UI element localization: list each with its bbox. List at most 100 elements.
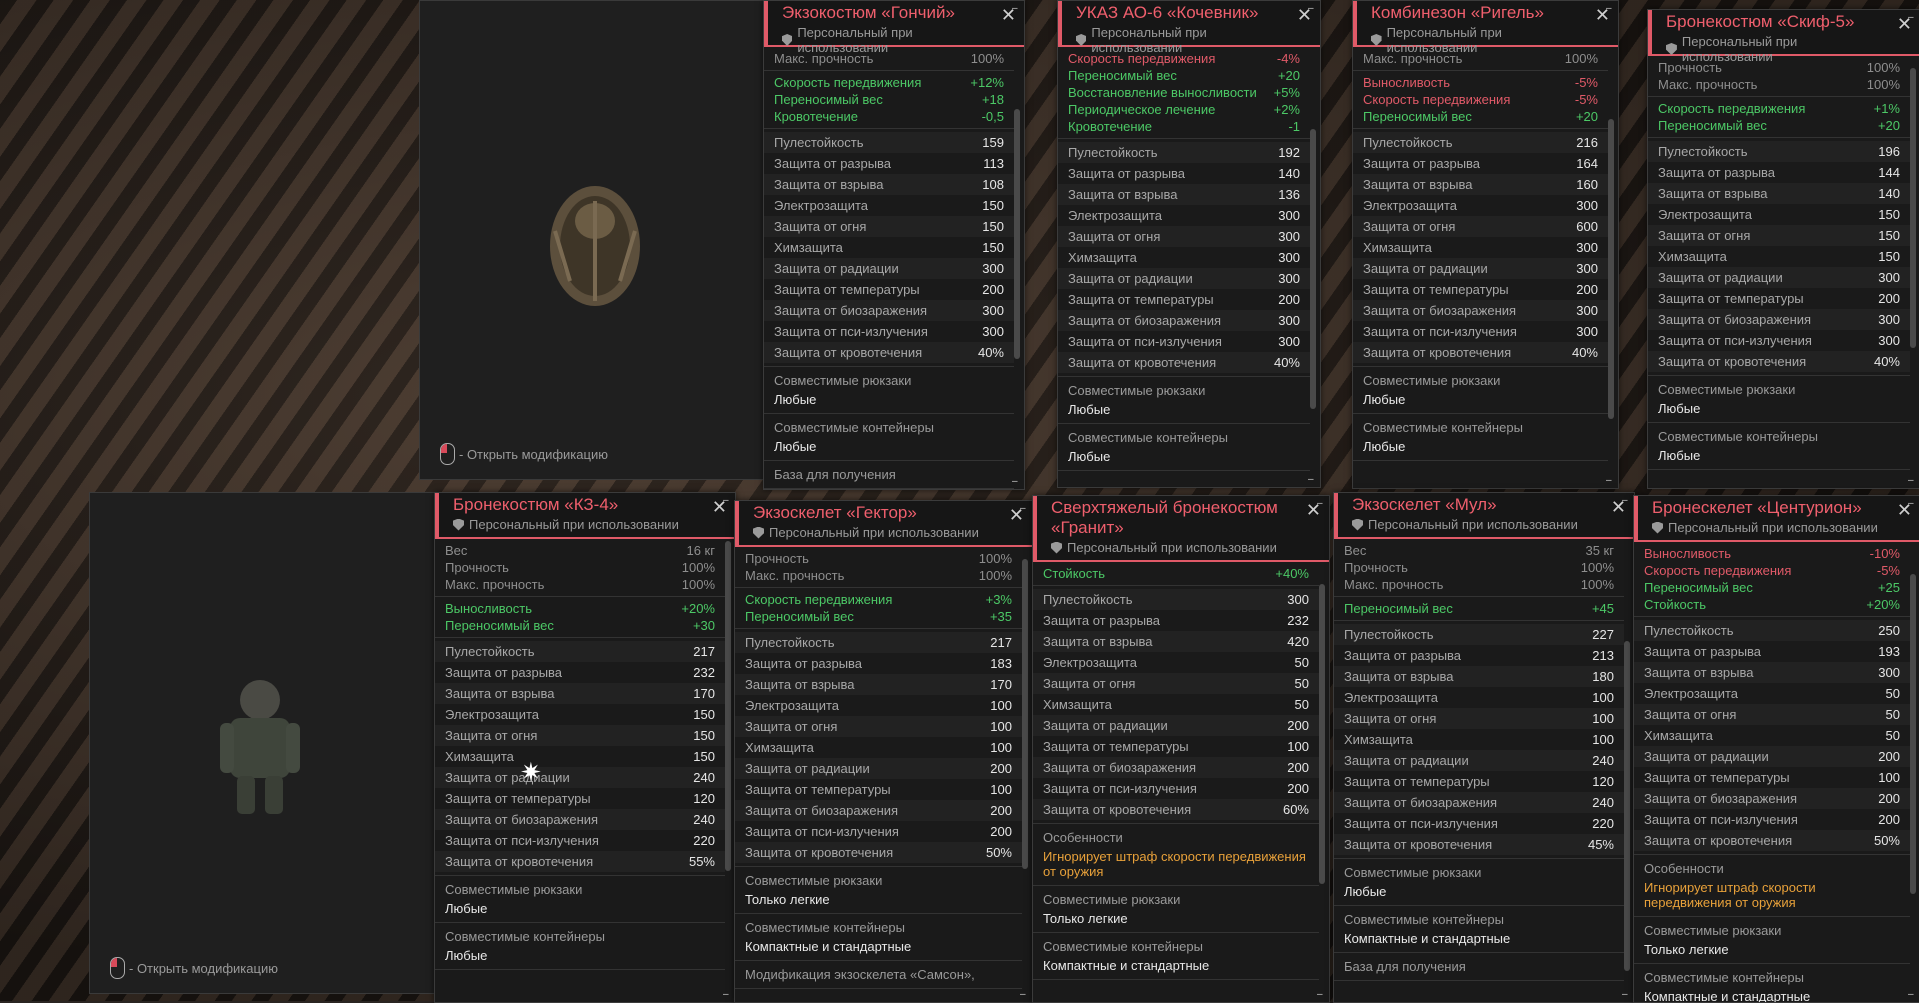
stat-name: Защита от биозаражения: [1068, 313, 1222, 328]
scrollbar[interactable]: – –: [1020, 503, 1028, 1000]
scroll-down-icon[interactable]: –: [1908, 475, 1914, 486]
compatible-containers-label: Совместимые контейнеры: [1344, 912, 1504, 927]
modifier-name: Кровотечение: [1068, 119, 1153, 134]
scrollbar[interactable]: – –: [1908, 12, 1916, 486]
stat-row: Защита от разрыва 232: [1033, 610, 1319, 631]
scroll-up-icon[interactable]: –: [723, 495, 729, 506]
scrollbar-thumb[interactable]: [1910, 574, 1916, 894]
scrollbar[interactable]: – –: [1317, 498, 1325, 1000]
stat-row: Защита от разрыва 113: [764, 153, 1014, 174]
scrollbar[interactable]: – –: [723, 495, 731, 1000]
scrollbar[interactable]: – –: [1606, 3, 1614, 486]
stat-name: Защита от температуры: [1344, 774, 1490, 789]
stat-row: Защита от огня 100: [1334, 708, 1624, 729]
stat-value: 200: [990, 824, 1012, 839]
close-icon[interactable]: ✕: [1896, 500, 1912, 520]
obtain-source: Модификация экзоскелета «Самсон»,: [735, 961, 1022, 989]
shield-icon: [1352, 518, 1363, 531]
scrollbar[interactable]: – –: [1308, 3, 1316, 485]
stat-name: Пулестойкость: [774, 135, 864, 150]
scrollbar[interactable]: – –: [1622, 495, 1630, 1000]
scroll-up-icon[interactable]: –: [1020, 503, 1026, 514]
scroll-up-icon[interactable]: –: [1908, 498, 1914, 509]
stat-value: 100%: [970, 51, 1004, 66]
stat-name: Защита от радиации: [1043, 718, 1168, 733]
close-icon[interactable]: ✕: [1008, 505, 1024, 525]
stat-name: Защита от разрыва: [774, 156, 892, 171]
item-title: Бронескелет «Центурион»: [1652, 498, 1862, 517]
stat-name: Защита от радиации: [1658, 270, 1783, 285]
scrollbar-thumb[interactable]: [1319, 584, 1325, 884]
stat-row: Защита от радиации 200: [1033, 715, 1319, 736]
stat-row: Защита от радиации 240: [1334, 750, 1624, 771]
stat-value: 600: [1576, 219, 1598, 234]
scroll-up-icon[interactable]: –: [1012, 3, 1018, 14]
stat-value: 232: [1287, 613, 1309, 628]
stat-value: 300: [1278, 229, 1300, 244]
close-icon[interactable]: ✕: [711, 497, 727, 517]
scroll-down-icon[interactable]: –: [1012, 476, 1018, 487]
scroll-down-icon[interactable]: –: [1606, 475, 1612, 486]
stat-value: 300: [1878, 665, 1900, 680]
stat-row: Защита от огня 150: [1648, 225, 1910, 246]
scroll-up-icon[interactable]: –: [1317, 498, 1323, 509]
modifier-name: Выносливость: [445, 601, 532, 616]
scrollbar[interactable]: – –: [1908, 498, 1916, 1000]
ownership-label: Персональный при использовании: [1352, 517, 1604, 532]
open-mod-hint[interactable]: - Открыть модификацию: [110, 957, 278, 979]
modifier-name: Скорость передвижения: [745, 592, 893, 607]
scroll-up-icon[interactable]: –: [1908, 12, 1914, 23]
scroll-down-icon[interactable]: –: [1020, 989, 1026, 1000]
stat-value: 100: [990, 782, 1012, 797]
modifier-name: Восстановление выносливости: [1068, 85, 1257, 100]
close-icon[interactable]: ✕: [1610, 497, 1626, 517]
close-icon[interactable]: ✕: [1000, 5, 1016, 25]
close-icon[interactable]: ✕: [1305, 500, 1321, 520]
stat-row: Защита от температуры 200: [1648, 288, 1910, 309]
open-mod-hint[interactable]: - Открыть модификацию: [440, 443, 608, 465]
stat-name: Защита от огня: [1363, 219, 1456, 234]
close-icon[interactable]: ✕: [1296, 5, 1312, 25]
stat-name: Защита от температуры: [1363, 282, 1509, 297]
scrollbar-thumb[interactable]: [1608, 119, 1614, 419]
stat-value: 50%: [1873, 833, 1900, 848]
scroll-up-icon[interactable]: –: [1606, 3, 1612, 14]
stat-value: 100: [1592, 711, 1614, 726]
stat-value: 40%: [1571, 345, 1598, 360]
stat-name: Защита от кровотечения: [445, 854, 594, 869]
scroll-down-icon[interactable]: –: [1908, 989, 1914, 1000]
scroll-down-icon[interactable]: –: [1308, 474, 1314, 485]
scrollbar-thumb[interactable]: [1910, 68, 1916, 348]
scrollbar-thumb[interactable]: [1624, 641, 1630, 971]
modifier-value: +40%: [1275, 566, 1309, 581]
close-icon[interactable]: ✕: [1594, 5, 1610, 25]
scrollbar-thumb[interactable]: [1022, 559, 1028, 869]
compatible-containers-label: Совместимые контейнеры: [1658, 429, 1818, 444]
stat-row: Защита от биозаражения 300: [1353, 300, 1608, 321]
modifier-value: +12%: [970, 75, 1004, 90]
stat-row: Макс. прочность 100%: [764, 50, 1014, 67]
scroll-down-icon[interactable]: –: [1317, 989, 1323, 1000]
scrollbar-thumb[interactable]: [725, 541, 731, 871]
compatible-containers-value: Любые: [1363, 439, 1406, 454]
scrollbar-thumb[interactable]: [1310, 129, 1316, 409]
scroll-down-icon[interactable]: –: [723, 989, 729, 1000]
stat-name: Электрозащита: [1363, 198, 1458, 213]
stat-row: Защита от температуры 120: [1334, 771, 1624, 792]
modifier-row: Кровотечение -1: [1058, 118, 1310, 135]
stat-row: Защита от огня 600: [1353, 216, 1608, 237]
stat-row: Защита от разрыва 140: [1058, 163, 1310, 184]
protection-stats: Пулестойкость 192 Защита от разрыва 140 Защи…: [1058, 139, 1310, 377]
stat-value: 164: [1576, 156, 1598, 171]
stat-row: Пулестойкость 217: [735, 632, 1022, 653]
scrollbar[interactable]: – –: [1012, 3, 1020, 487]
scrollbar-thumb[interactable]: [1014, 109, 1020, 359]
compatible-backpacks: Совместимые рюкзаки Любые: [764, 367, 1014, 414]
stat-value: 100%: [1580, 560, 1614, 575]
modifier-value: +2%: [1273, 102, 1300, 117]
scroll-down-icon[interactable]: –: [1622, 989, 1628, 1000]
scroll-up-icon[interactable]: –: [1308, 3, 1314, 14]
base-stats: Прочность 100% Макс. прочность 100%: [735, 547, 1022, 588]
scroll-up-icon[interactable]: –: [1622, 495, 1628, 506]
close-icon[interactable]: ✕: [1896, 14, 1912, 34]
